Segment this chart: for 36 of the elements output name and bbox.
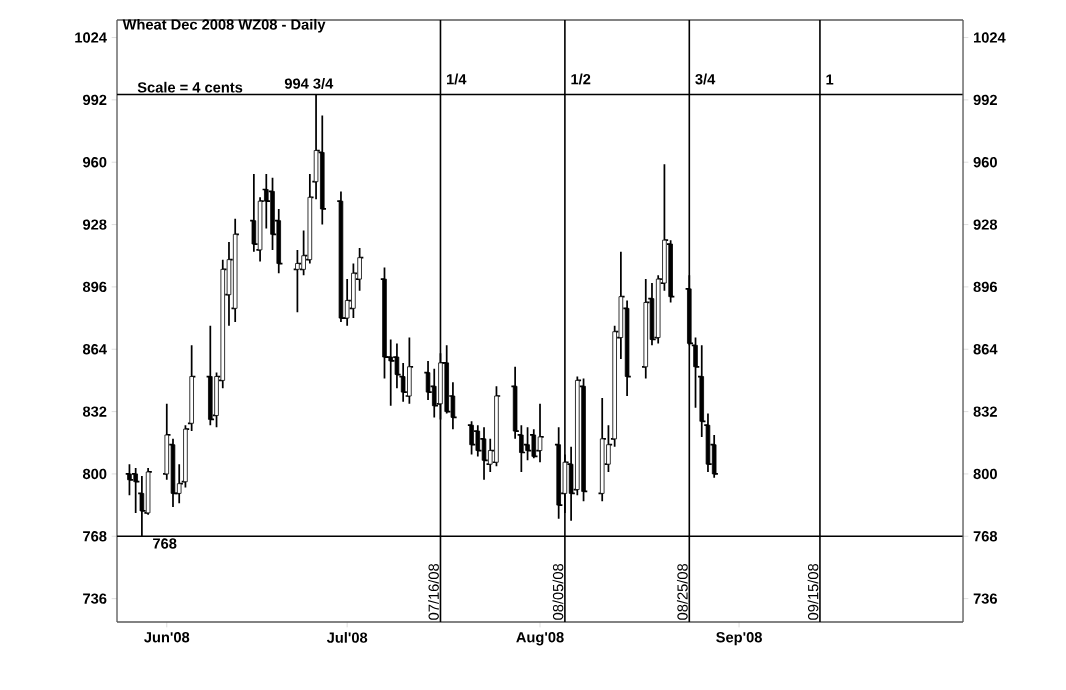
y2-tick-label: 864 xyxy=(973,344,998,355)
y-tick-label: 800 xyxy=(82,468,107,480)
y-tick-label: 768 xyxy=(83,531,107,542)
y2-tick-label: 928 xyxy=(973,219,998,230)
y2-tick-label: 736 xyxy=(973,593,998,604)
y-tick-label: 960 xyxy=(82,157,107,168)
annotation: 3/4 xyxy=(695,73,716,85)
annotation: Scale = 4 cents xyxy=(137,81,243,93)
ref-line-label: 768 xyxy=(153,538,177,549)
y2-tick-label: 960 xyxy=(973,157,997,168)
annotation: 1 xyxy=(826,74,834,85)
y-tick-label: 864 xyxy=(82,344,107,355)
ref-line-label: 08/05/08 xyxy=(552,563,564,620)
y-tick-label: 1024 xyxy=(75,32,107,43)
annotation: 1/4 xyxy=(447,73,467,85)
ref-line-label: 08/25/08 xyxy=(676,563,688,620)
y2-tick-label: 768 xyxy=(973,531,998,542)
annotation: 1/2 xyxy=(571,73,591,85)
y2-tick-label: 1024 xyxy=(973,32,1006,43)
chart-title: Wheat Dec 2008 WZ08 - Daily xyxy=(122,18,326,33)
x-tick-label: Jun'08 xyxy=(144,632,190,643)
x-tick-label: Aug'08 xyxy=(516,632,564,646)
y2-tick-label: 800 xyxy=(973,468,997,480)
y-tick-label: 832 xyxy=(82,406,107,417)
ref-line-label: 09/15/08 xyxy=(807,563,819,620)
y-tick-label: 928 xyxy=(82,219,107,230)
y2-tick-label: 896 xyxy=(973,281,998,293)
x-tick-label: Sep'08 xyxy=(716,632,762,646)
x-tick-label: Jul'08 xyxy=(326,632,368,643)
y2-tick-label: 832 xyxy=(973,406,997,417)
y-tick-label: 736 xyxy=(83,593,107,604)
annotation: 994 3/4 xyxy=(284,78,334,89)
ref-line-label: 07/16/08 xyxy=(428,563,439,620)
y-tick-label: 992 xyxy=(82,94,107,106)
y2-tick-label: 992 xyxy=(973,94,997,106)
y-tick-label: 896 xyxy=(82,281,107,293)
